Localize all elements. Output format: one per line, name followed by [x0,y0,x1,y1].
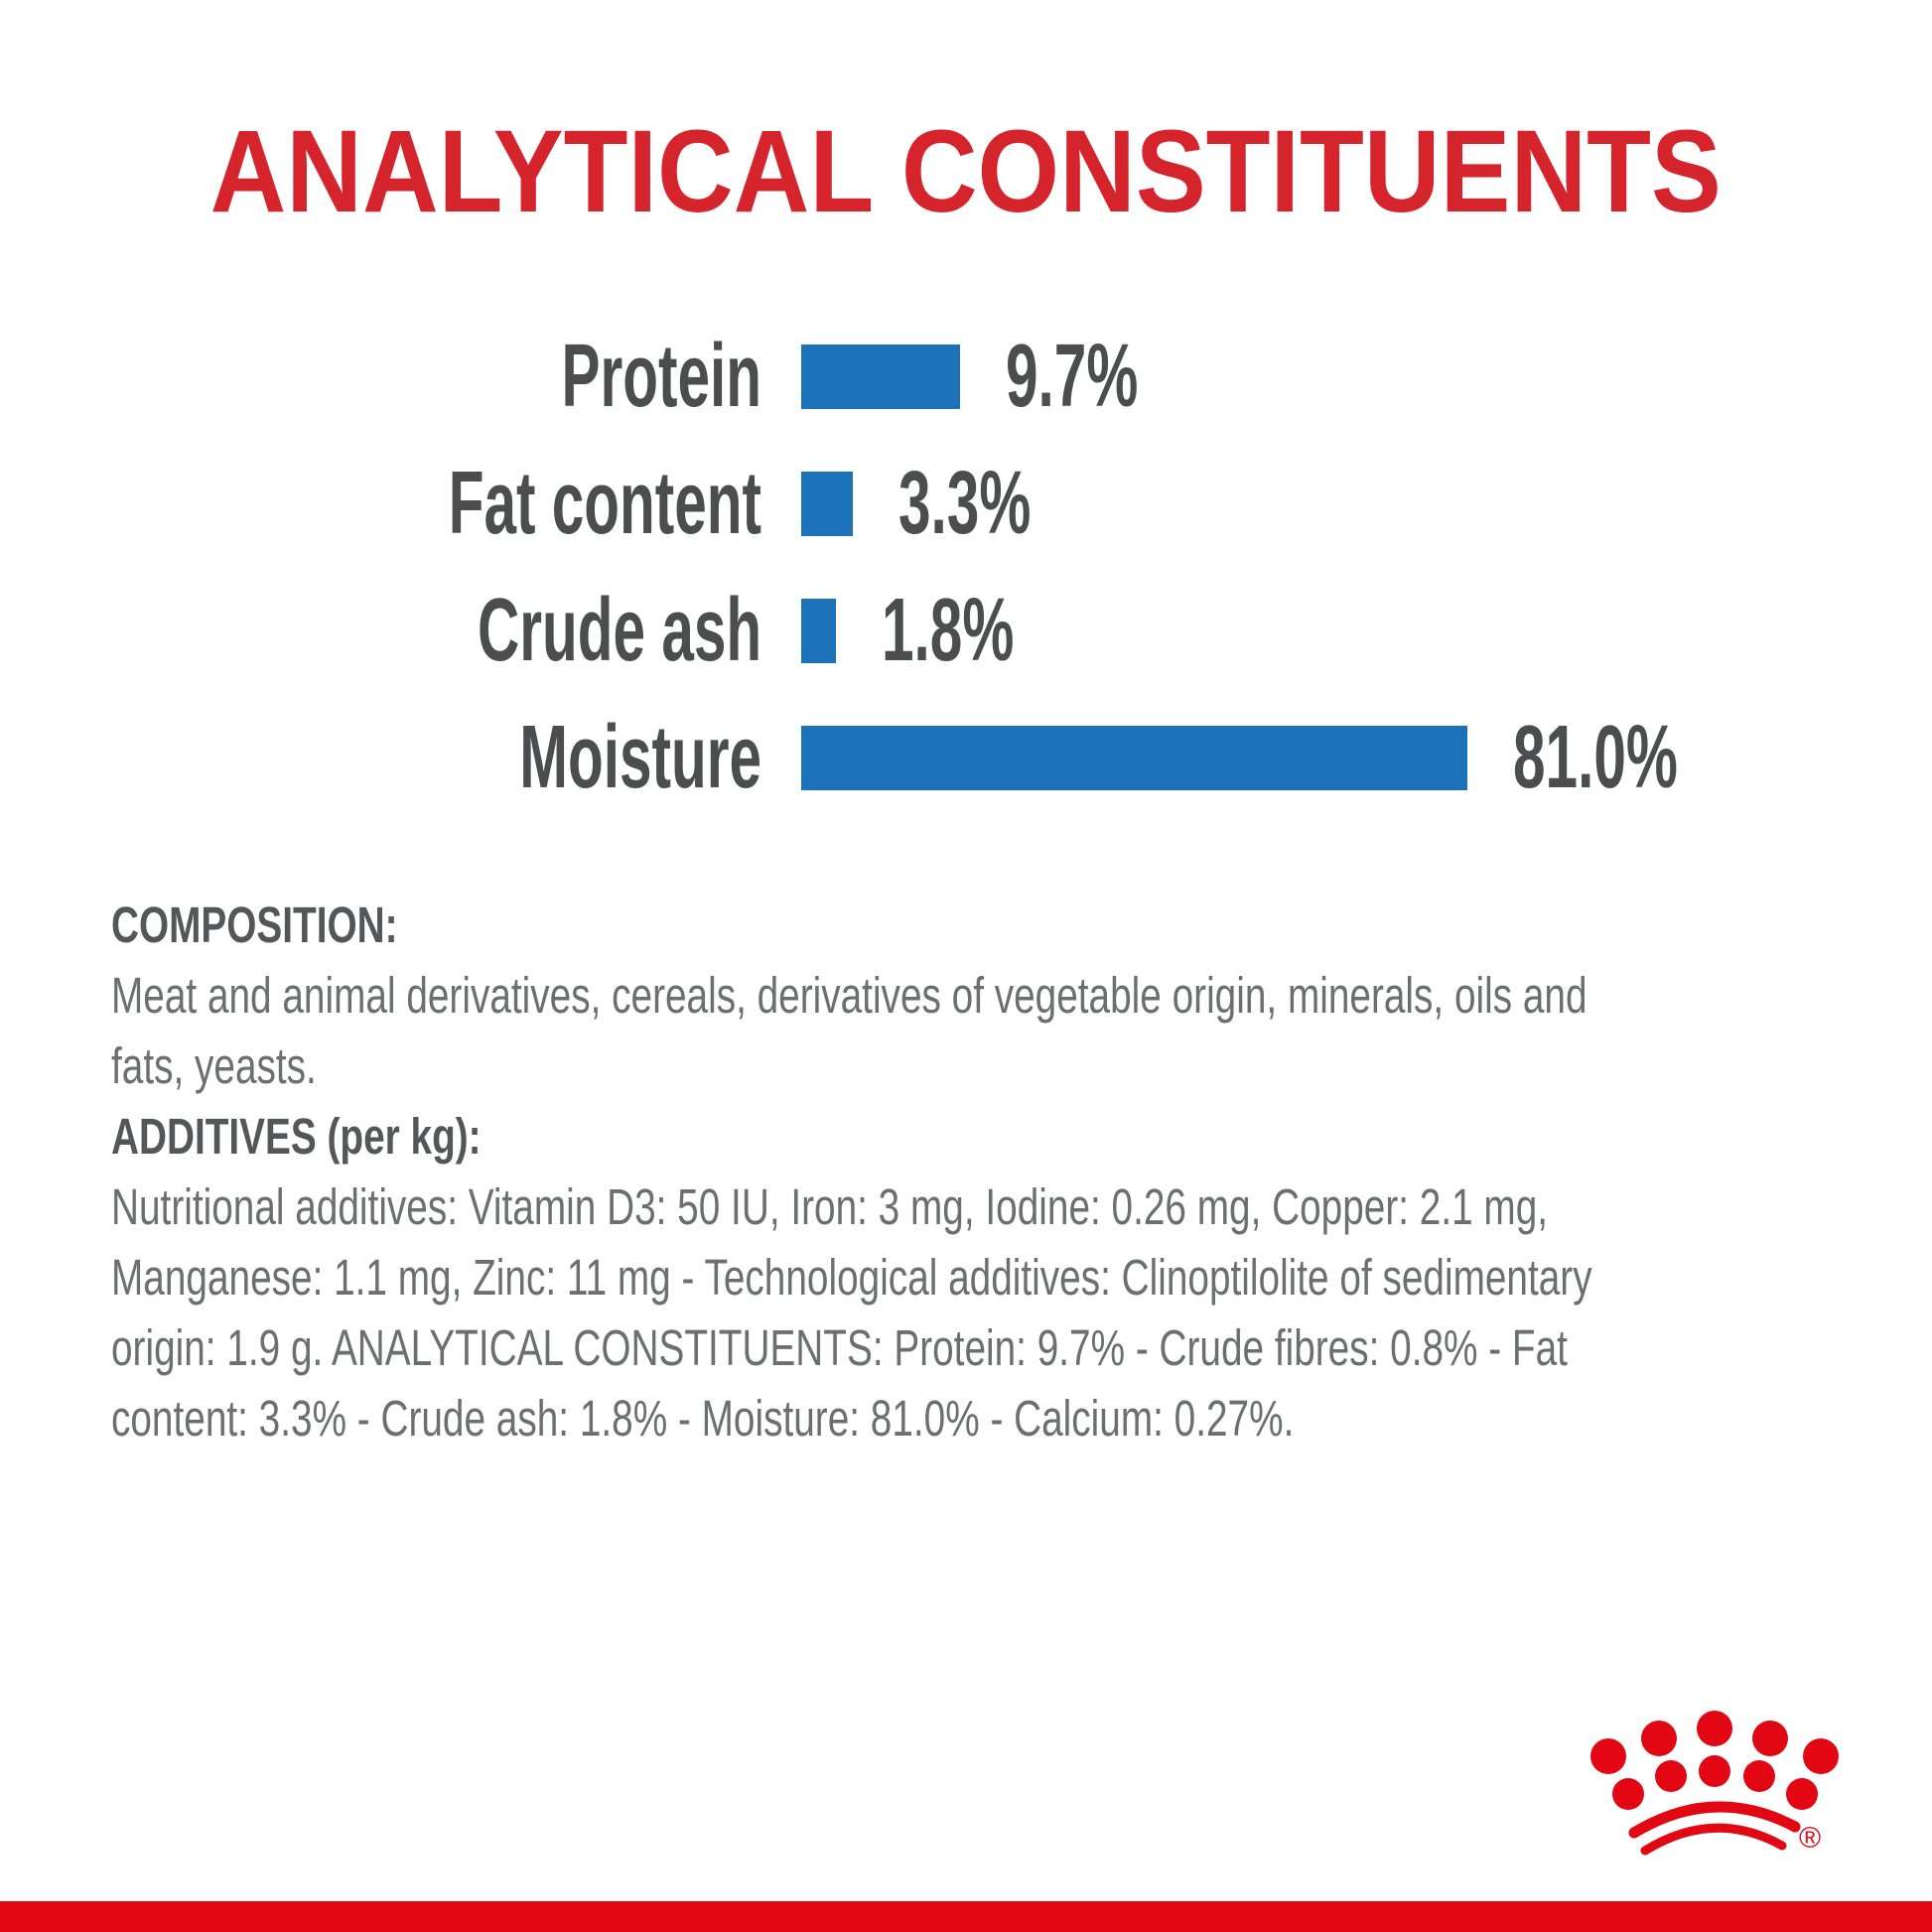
additives-line-1: Nutritional additives: Vitamin D3: 50 IU… [111,1178,1549,1235]
additives-heading: ADDITIVES (per kg): [111,1108,482,1165]
additives-line-2: Manganese: 1.1 mg, Zinc: 11 mg - Technol… [111,1249,1592,1306]
bar-value-crude-ash: 1.8% [882,581,1015,680]
bar-label-protein: Protein [561,327,761,426]
crown-dots [1590,1711,1839,1810]
chart-row-moisture: Moisture 81.0% [0,708,1932,807]
page-title: ANALYTICAL CONSTITUENTS [209,106,1723,237]
ingredients-text-block: COMPOSITION: Meat and animal derivatives… [111,890,1859,1453]
bar-fat-content [801,472,853,536]
bar-crude-ash [801,599,836,663]
bottom-red-brand-bar [0,1901,1932,1932]
composition-heading: COMPOSITION: [111,897,398,953]
royal-canin-crown-logo-icon: ® [1590,1711,1839,1856]
bar-label-moisture: Moisture [519,708,761,807]
composition-line-2: fats, yeasts. [111,1037,317,1094]
bar-label-fat-content: Fat content [448,454,761,553]
bar-protein [801,345,960,409]
bar-label-crude-ash: Crude ash [477,581,761,680]
bar-value-protein: 9.7% [1006,327,1139,426]
additives-line-4: content: 3.3% - Crude ash: 1.8% - Moistu… [111,1390,1295,1447]
chart-row-fat-content: Fat content 3.3% [0,454,1932,553]
bar-moisture [801,726,1467,790]
registered-trademark-icon: ® [1799,1822,1821,1855]
chart-row-crude-ash: Crude ash 1.8% [0,581,1932,680]
bar-value-fat-content: 3.3% [898,454,1032,553]
chart-row-protein: Protein 9.7% [0,327,1932,426]
additives-line-3: origin: 1.9 g. ANALYTICAL CONSTITUENTS: … [111,1319,1568,1376]
crown-arcs [1628,1801,1801,1856]
title-row: ANALYTICAL CONSTITUENTS [0,102,1932,243]
composition-line-1: Meat and animal derivatives, cereals, de… [111,967,1587,1024]
bar-value-moisture: 81.0% [1513,708,1678,807]
